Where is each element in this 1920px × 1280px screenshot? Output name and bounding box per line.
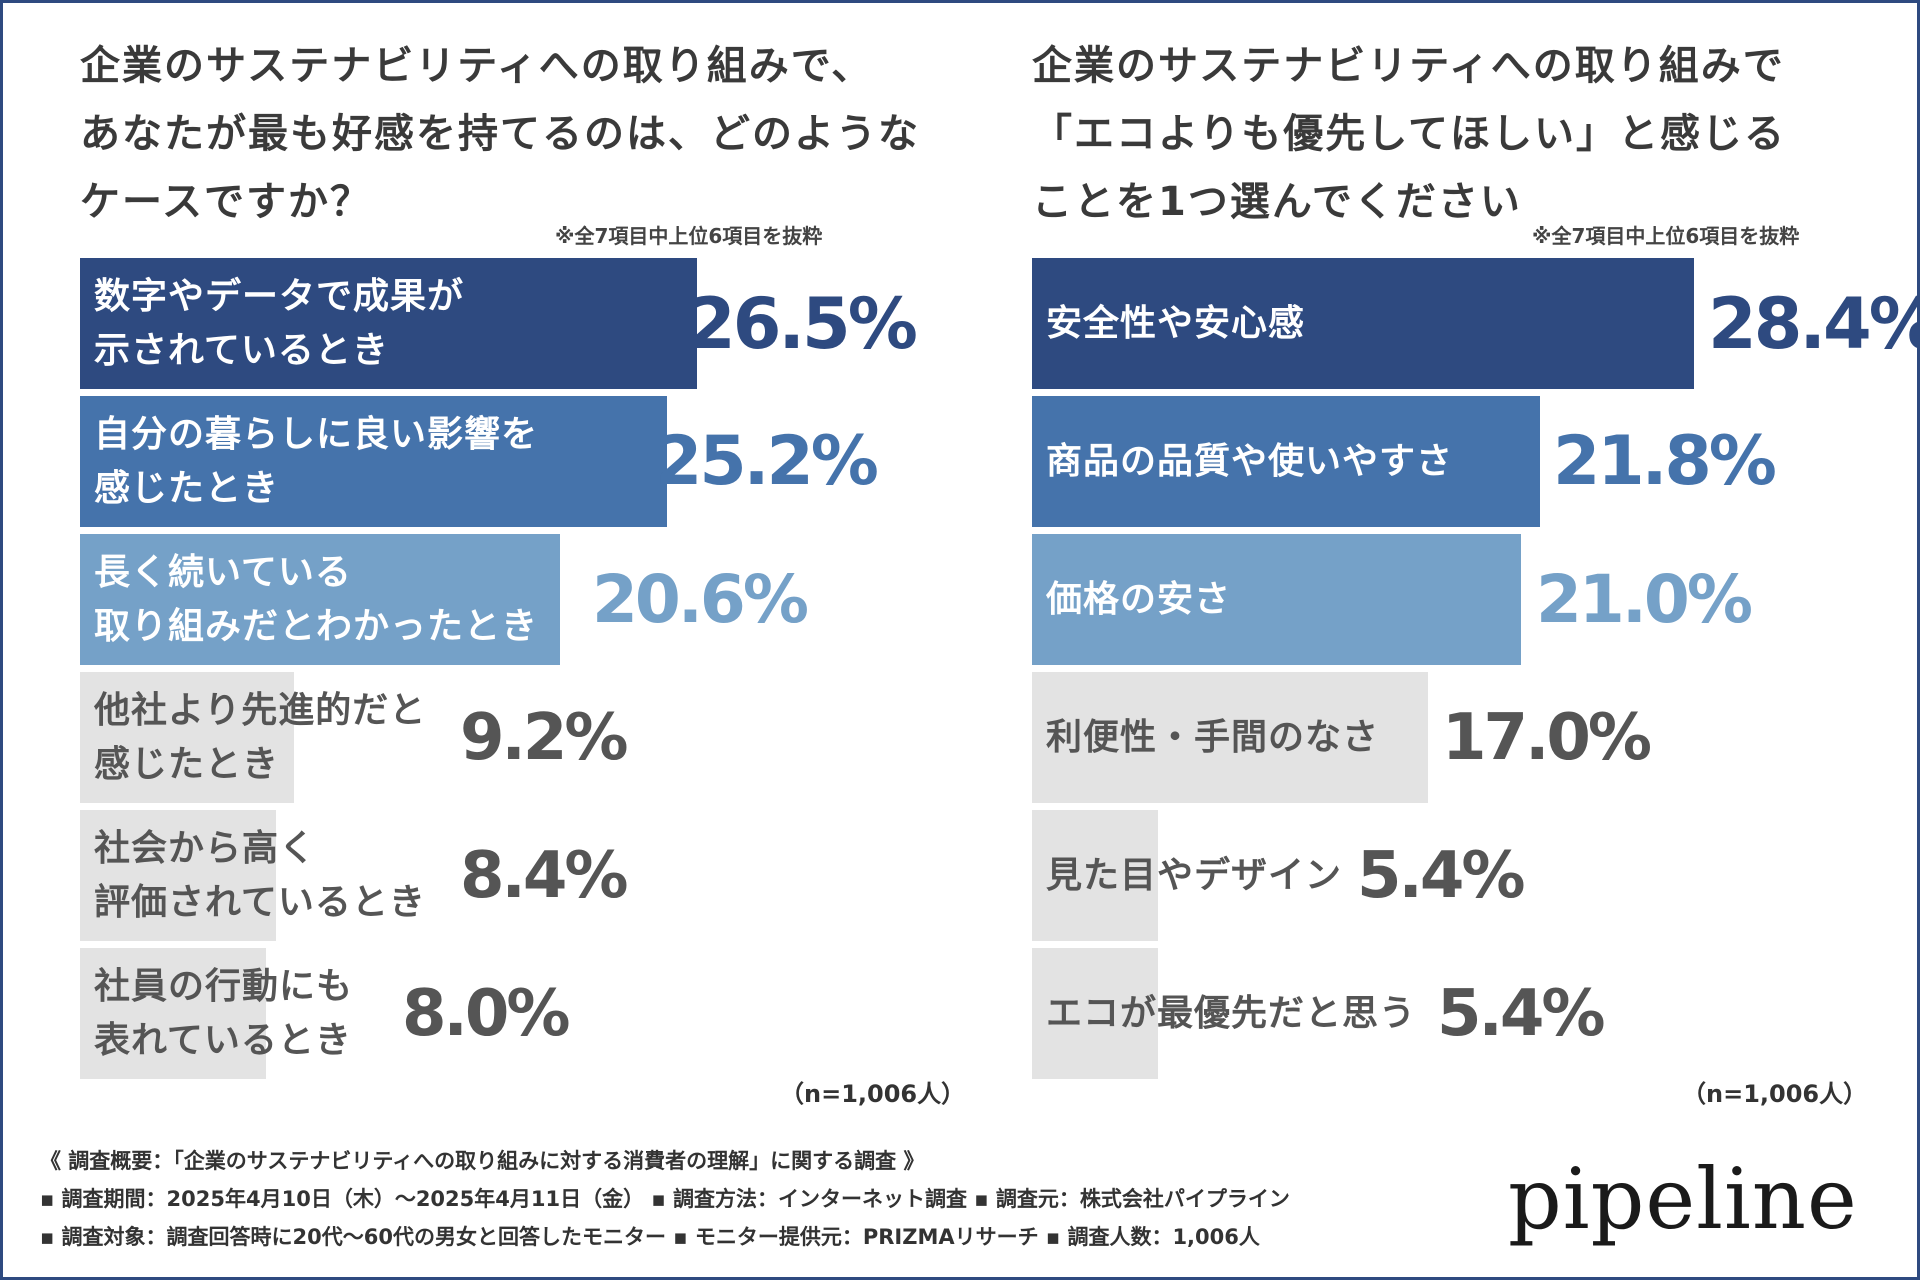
bar bbox=[1032, 258, 1694, 389]
chart-note: ※全7項目中上位6項目を抜粋 bbox=[1532, 224, 1800, 248]
footer-line: 《 調査概要：「企業のサステナビリティへの取り組みに対する消費者の理解」に関する… bbox=[40, 1149, 925, 1173]
bar-row: 利便性・手間のなさ 17.0% bbox=[1032, 672, 1892, 803]
bar-row: 安全性や安心感 28.4% bbox=[1032, 258, 1920, 389]
bar-label: 自分の暮らしに良い影響を 感じたとき bbox=[94, 413, 539, 509]
value-label: 25.2% bbox=[655, 422, 879, 501]
value-label: 5.4% bbox=[1357, 838, 1525, 913]
bar bbox=[80, 258, 697, 389]
bar-row: 他社より先進的だと 感じたとき 9.2% bbox=[80, 672, 940, 803]
value-label: 26.5% bbox=[687, 282, 918, 365]
bar bbox=[1032, 810, 1158, 941]
chart-left: 企業のサステナビリティへの取り組みで、 あなたが最も好感を持てるのは、どのような… bbox=[80, 0, 980, 1108]
value-label: 20.6% bbox=[592, 561, 809, 638]
bar bbox=[1032, 948, 1158, 1079]
bar bbox=[1032, 672, 1428, 803]
value-label: 17.0% bbox=[1442, 700, 1652, 775]
bar-label: 数字やデータで成果が 示されているとき bbox=[94, 275, 465, 371]
bar bbox=[80, 396, 667, 527]
value-label: 9.2% bbox=[460, 700, 628, 775]
bar-row: 見た目やデザイン 5.4% bbox=[1032, 810, 1892, 941]
footer-line: ▪ 調査期間：2025年4月10日（木）～2025年4月11日（金） ▪ 調査方… bbox=[40, 1187, 1290, 1211]
sample-size: （n=1,006人） bbox=[1682, 1080, 1868, 1108]
bar-label: 長く続いている 取り組みだとわかったとき bbox=[94, 551, 539, 647]
bar bbox=[80, 672, 294, 803]
chart-title: 企業のサステナビリティへの取り組みで 「エコよりも優先してほしい」と感じる こと… bbox=[1032, 43, 1786, 225]
bar-row: エコが最優先だと思う 5.4% bbox=[1032, 948, 1892, 1079]
value-label: 21.8% bbox=[1553, 422, 1777, 501]
bar-row: 商品の品質や使いやすさ 21.8% bbox=[1032, 396, 1892, 527]
value-label: 8.0% bbox=[402, 976, 570, 1051]
bar-row: 社員の行動にも 表れているとき 8.0% bbox=[80, 948, 940, 1079]
bar-row: 価格の安さ 21.0% bbox=[1032, 534, 1892, 665]
footer-line: ▪ 調査対象：調査回答時に20代～60代の男女と回答したモニター ▪ モニター提… bbox=[40, 1225, 1260, 1249]
bar-label: 価格の安さ bbox=[1046, 578, 1232, 620]
bar bbox=[1032, 534, 1521, 665]
value-label: 8.4% bbox=[460, 838, 628, 913]
bar-label: エコが最優先だと思う bbox=[1046, 992, 1417, 1034]
sample-size: （n=1,006人） bbox=[780, 1080, 966, 1108]
bar-label: 商品の品質や使いやすさ bbox=[1046, 440, 1454, 482]
bar bbox=[80, 810, 276, 941]
chart-title: 企業のサステナビリティへの取り組みで、 あなたが最も好感を持てるのは、どのような… bbox=[80, 43, 920, 225]
value-label: 5.4% bbox=[1437, 976, 1605, 1051]
chart-right: 企業のサステナビリティへの取り組みで 「エコよりも優先してほしい」と感じる こと… bbox=[1032, 0, 1920, 1108]
bar-label: 社会から高く 評価されているとき bbox=[94, 827, 426, 923]
bar bbox=[80, 948, 266, 1079]
bar bbox=[1032, 396, 1540, 527]
bar bbox=[80, 534, 560, 665]
bar-label: 安全性や安心感 bbox=[1046, 302, 1306, 344]
bar-row: 自分の暮らしに良い影響を 感じたとき 25.2% bbox=[80, 396, 940, 527]
bar-row: 数字やデータで成果が 示されているとき 26.5% bbox=[80, 258, 940, 389]
bar-label: 見た目やデザイン bbox=[1046, 854, 1343, 896]
pipeline-logo: pipeline bbox=[1508, 1150, 1858, 1248]
bar-row: 社会から高く 評価されているとき 8.4% bbox=[80, 810, 940, 941]
chart-note: ※全7項目中上位6項目を抜粋 bbox=[555, 224, 823, 248]
value-label: 28.4% bbox=[1708, 282, 1920, 365]
bar-label: 社員の行動にも 表れているとき bbox=[94, 965, 354, 1061]
survey-footer: 《 調査概要：「企業のサステナビリティへの取り組みに対する消費者の理解」に関する… bbox=[40, 1142, 1480, 1256]
bar-label: 利便性・手間のなさ bbox=[1046, 716, 1380, 758]
bar-row: 長く続いている 取り組みだとわかったとき 20.6% bbox=[80, 534, 940, 665]
value-label: 21.0% bbox=[1536, 561, 1753, 638]
bar-label: 他社より先進的だと 感じたとき bbox=[94, 689, 427, 785]
